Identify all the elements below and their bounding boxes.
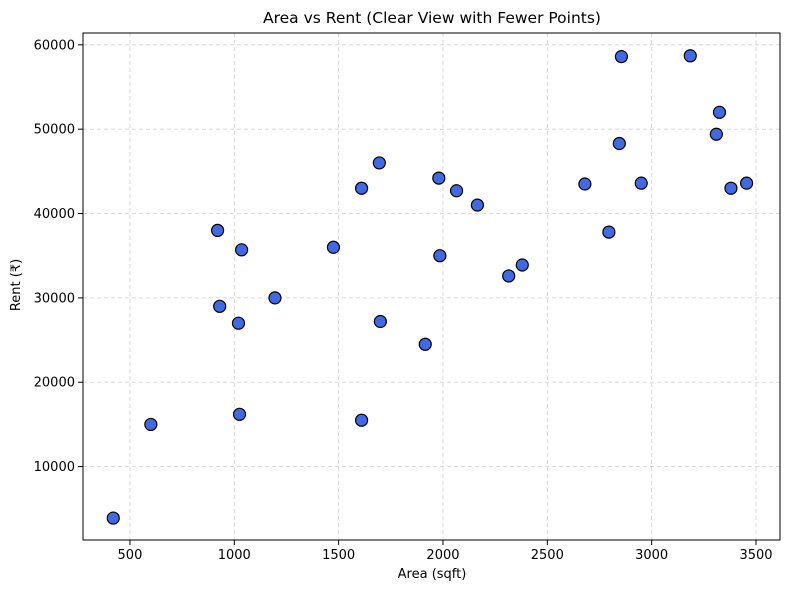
scatter-point xyxy=(578,177,592,191)
data-points xyxy=(106,49,754,525)
scatter-point xyxy=(449,184,464,198)
scatter-point xyxy=(515,258,529,272)
scatter-point xyxy=(432,171,446,185)
y-tick-label: 40000 xyxy=(34,207,75,222)
scatter-point xyxy=(614,50,629,64)
scatter-point xyxy=(612,136,626,151)
scatter-point xyxy=(354,413,369,427)
x-tick-label: 1000 xyxy=(218,548,251,563)
scatter-point xyxy=(213,299,227,313)
scatter-point xyxy=(326,240,341,254)
x-axis-ticks: 500 1000 1500 2000 2500 3000 3500 xyxy=(118,540,773,563)
scatter-point xyxy=(709,127,723,141)
x-tick-label: 1500 xyxy=(322,548,355,563)
x-tick-label: 500 xyxy=(118,548,143,563)
scatter-point xyxy=(502,269,516,283)
x-tick-label: 2500 xyxy=(531,548,564,563)
scatter-point xyxy=(144,417,158,432)
scatter-point xyxy=(602,225,616,239)
scatter-point xyxy=(211,223,225,238)
scatter-point xyxy=(740,176,754,190)
x-tick-label: 3500 xyxy=(739,548,772,563)
y-tick-label: 60000 xyxy=(34,38,75,53)
grid-lines xyxy=(83,33,780,540)
scatter-point xyxy=(268,291,282,305)
y-tick-label: 20000 xyxy=(34,376,75,391)
x-axis-label: Area (sqft) xyxy=(398,567,467,582)
scatter-point xyxy=(373,314,387,329)
scatter-point xyxy=(234,243,249,257)
y-axis-ticks: 10000 20000 30000 40000 50000 60000 xyxy=(34,38,83,475)
scatter-point xyxy=(712,105,727,119)
y-tick-label: 30000 xyxy=(34,291,75,306)
x-tick-label: 3000 xyxy=(635,548,668,563)
y-tick-label: 50000 xyxy=(34,123,75,138)
y-axis-label: Rent (₹) xyxy=(9,259,24,311)
scatter-point xyxy=(418,337,432,351)
scatter-point xyxy=(354,181,369,195)
chart-title: Area vs Rent (Clear View with Fewer Poin… xyxy=(263,9,601,27)
scatter-point xyxy=(106,511,120,525)
scatter-point xyxy=(683,49,697,63)
plot-area-frame xyxy=(82,32,781,541)
y-tick-label: 10000 xyxy=(34,460,75,475)
scatter-point xyxy=(724,181,738,195)
scatter-point xyxy=(231,316,246,330)
scatter-point xyxy=(372,156,386,170)
scatter-point xyxy=(232,407,247,421)
scatter-point xyxy=(634,176,648,190)
scatter-point xyxy=(470,198,485,212)
x-tick-label: 2000 xyxy=(426,548,459,563)
scatter-point xyxy=(433,249,447,263)
